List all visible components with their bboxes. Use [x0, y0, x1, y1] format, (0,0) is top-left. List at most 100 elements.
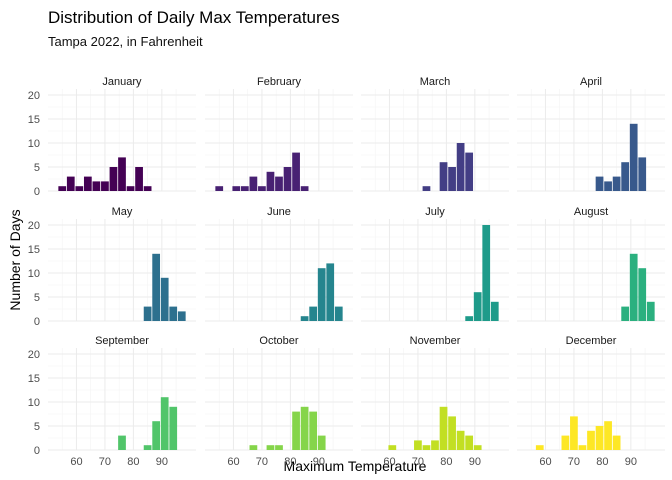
histogram-bar — [587, 430, 595, 450]
facet-strip-label: July — [425, 206, 445, 218]
histogram-bar — [177, 311, 186, 321]
facet-strip-label: November — [410, 335, 461, 347]
histogram-bar — [83, 176, 92, 191]
y-tick-label: 20 — [28, 220, 40, 232]
histogram-bar — [240, 186, 249, 191]
histogram-bar — [160, 277, 169, 321]
x-tick-label: 70 — [568, 456, 580, 468]
histogram-bar — [266, 171, 275, 191]
facet-strip-label: December — [566, 335, 617, 347]
histogram-bar — [612, 435, 621, 450]
x-tick-label: 70 — [99, 456, 111, 468]
y-tick-label: 0 — [34, 316, 40, 328]
histogram-bar — [152, 253, 161, 321]
histogram-bar — [334, 306, 343, 321]
histogram-bar — [118, 435, 126, 450]
chart-subtitle: Tampa 2022, in Fahrenheit — [48, 34, 203, 49]
x-tick-label: 80 — [596, 456, 608, 468]
facet-panel-december: December 60 70 80 90 — [517, 335, 665, 468]
histogram-bar — [595, 426, 604, 450]
histogram-bar — [629, 123, 638, 191]
y-tick-label: 20 — [28, 349, 40, 361]
histogram-bar — [638, 268, 647, 321]
histogram-bar — [414, 440, 422, 450]
facet-panels: January 0 5 10 15 20 February March April May 0 5 10… — [28, 76, 665, 468]
histogram-bar — [431, 440, 439, 450]
histogram-bar — [258, 186, 266, 191]
histogram-bar — [275, 176, 283, 191]
x-tick-label: 80 — [440, 456, 452, 468]
histogram-bar — [439, 406, 448, 450]
histogram-bar — [232, 186, 241, 191]
y-tick-label: 15 — [28, 244, 40, 256]
y-tick-label: 15 — [28, 114, 40, 126]
y-tick-label: 15 — [28, 373, 40, 385]
y-tick-label: 0 — [34, 186, 40, 198]
facet-panel-august: August — [517, 206, 665, 322]
histogram-bar — [266, 445, 275, 450]
x-tick-label: 90 — [625, 456, 637, 468]
facet-panel-september: September 0 5 10 15 20 60 70 80 90 — [28, 335, 196, 468]
histogram-bar — [326, 263, 335, 321]
histogram-bar — [292, 411, 300, 450]
facet-strip-label: June — [267, 206, 291, 218]
histogram-bar — [249, 445, 258, 450]
histogram-bar — [439, 162, 448, 191]
histogram-bar — [275, 445, 283, 450]
histogram-bar — [473, 445, 482, 450]
x-tick-label: 70 — [412, 456, 424, 468]
histogram-bar — [215, 186, 224, 191]
histogram-bar — [465, 152, 474, 191]
x-axis-title: Maximum Temperature — [284, 458, 427, 474]
facet-panel-january: January 0 5 10 15 20 — [28, 76, 196, 198]
histogram-bar — [66, 176, 75, 191]
x-tick-label: 60 — [539, 456, 551, 468]
histogram-bar — [249, 176, 258, 191]
histogram-bar — [152, 421, 161, 450]
x-tick-label: 80 — [284, 456, 296, 468]
histogram-bar — [612, 176, 621, 191]
histogram-bar — [283, 167, 292, 191]
histogram-bar — [646, 301, 655, 321]
facet-panel-march: March — [361, 76, 509, 192]
histogram-bar — [169, 406, 178, 450]
histogram-bar — [490, 301, 499, 321]
x-tick-label: 70 — [256, 456, 268, 468]
histogram-bar — [309, 411, 318, 450]
histogram-bar — [621, 162, 630, 191]
x-tick-label: 90 — [156, 456, 168, 468]
histogram-bar — [448, 416, 456, 450]
histogram-bar — [135, 167, 143, 191]
histogram-bar — [126, 186, 135, 191]
histogram-bar — [456, 430, 465, 450]
y-tick-label: 0 — [34, 445, 40, 457]
histogram-bar — [629, 253, 638, 321]
x-tick-label: 60 — [70, 456, 82, 468]
x-tick-label: 90 — [469, 456, 481, 468]
facet-strip-label: May — [112, 206, 133, 218]
histogram-bar — [143, 445, 152, 450]
histogram-bar — [456, 143, 465, 191]
histogram-bar — [448, 167, 456, 191]
histogram-bar — [578, 445, 587, 450]
facet-panel-october: October 60 70 80 90 — [205, 335, 353, 468]
x-tick-label: 60 — [227, 456, 239, 468]
y-axis-title: Number of Days — [7, 209, 23, 310]
y-tick-label: 10 — [28, 268, 40, 280]
x-tick-label: 80 — [127, 456, 139, 468]
x-tick-label: 60 — [383, 456, 395, 468]
histogram-bar — [422, 445, 431, 450]
y-tick-label: 5 — [34, 162, 40, 174]
histogram-bar — [465, 435, 474, 450]
facet-strip-label: April — [580, 76, 602, 88]
histogram-bar — [317, 435, 326, 450]
chart-title: Distribution of Daily Max Temperatures — [48, 8, 340, 27]
histogram-bar — [92, 181, 101, 191]
histogram-bar — [300, 186, 309, 191]
histogram-bar — [118, 157, 126, 191]
histogram-bar — [143, 306, 152, 321]
facet-panel-february: February — [205, 76, 353, 192]
histogram-bar — [482, 225, 491, 321]
histogram-bar — [309, 306, 318, 321]
